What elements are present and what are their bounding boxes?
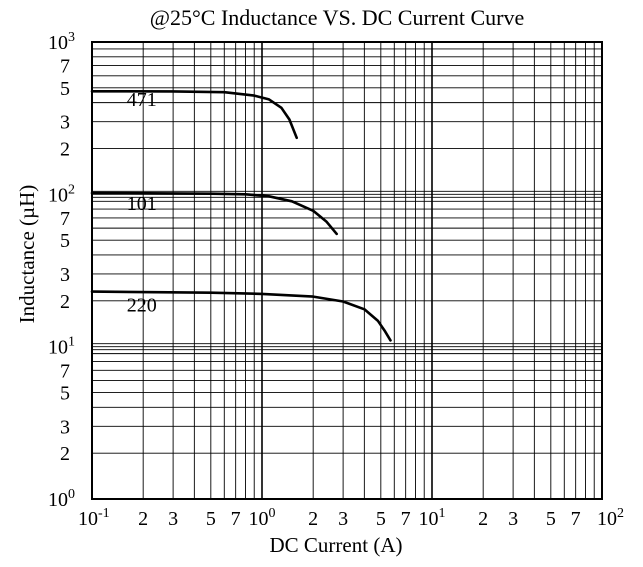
x-tick-label: 7 xyxy=(571,508,581,530)
x-tick-label: 2 xyxy=(478,508,488,530)
x-tick-label: 7 xyxy=(231,508,241,530)
series-line-471 xyxy=(90,90,298,140)
y-tick-label: 2 xyxy=(60,443,70,465)
series-line-220 xyxy=(90,290,392,342)
x-tick-label: 100 xyxy=(249,506,276,530)
y-tick-label: 102 xyxy=(48,182,75,206)
series-label-220: 220 xyxy=(127,295,157,317)
y-tick-label: 5 xyxy=(60,78,70,100)
y-tick-label: 7 xyxy=(60,208,70,230)
x-tick-label: 101 xyxy=(419,506,446,530)
chart-title: @25°C Inductance VS. DC Current Curve xyxy=(150,5,524,30)
series-group: 471 101 220 xyxy=(90,89,392,342)
x-tick-label: 3 xyxy=(338,508,348,530)
y-tick-label: 7 xyxy=(60,360,70,382)
y-axis-label: Inductance (µH) xyxy=(15,185,39,324)
x-tick-label: 2 xyxy=(138,508,148,530)
x-tick-label: 10-1 xyxy=(78,506,110,530)
series-label-101: 101 xyxy=(127,193,157,215)
x-tick-label: 3 xyxy=(508,508,518,530)
y-tick-label: 3 xyxy=(60,416,70,438)
x-tick-label: 7 xyxy=(401,508,411,530)
grid xyxy=(92,42,602,499)
y-tick-label: 2 xyxy=(60,138,70,160)
x-tick-label: 2 xyxy=(308,508,318,530)
y-tick-label: 7 xyxy=(60,56,70,78)
x-tick-label: 5 xyxy=(206,508,216,530)
x-axis-label: DC Current (A) xyxy=(270,533,403,557)
x-tick-label: 5 xyxy=(546,508,556,530)
y-tick-label: 101 xyxy=(48,335,75,359)
x-tick-label: 3 xyxy=(168,508,178,530)
y-tick-label: 103 xyxy=(48,30,75,54)
y-tick-label: 3 xyxy=(60,264,70,286)
y-tick-label: 100 xyxy=(48,487,75,511)
x-axis-ticks: 10-1 2 3 5 7 100 2 3 5 7 101 2 3 5 7 102 xyxy=(78,506,624,530)
y-tick-label: 5 xyxy=(60,230,70,252)
plot-frame xyxy=(91,41,603,500)
y-tick-label: 3 xyxy=(60,112,70,134)
y-tick-label: 2 xyxy=(60,291,70,313)
series-label-471: 471 xyxy=(127,89,157,111)
x-tick-label: 102 xyxy=(597,506,624,530)
x-tick-label: 5 xyxy=(376,508,386,530)
y-tick-label: 5 xyxy=(60,383,70,405)
series-line-101 xyxy=(90,191,338,236)
